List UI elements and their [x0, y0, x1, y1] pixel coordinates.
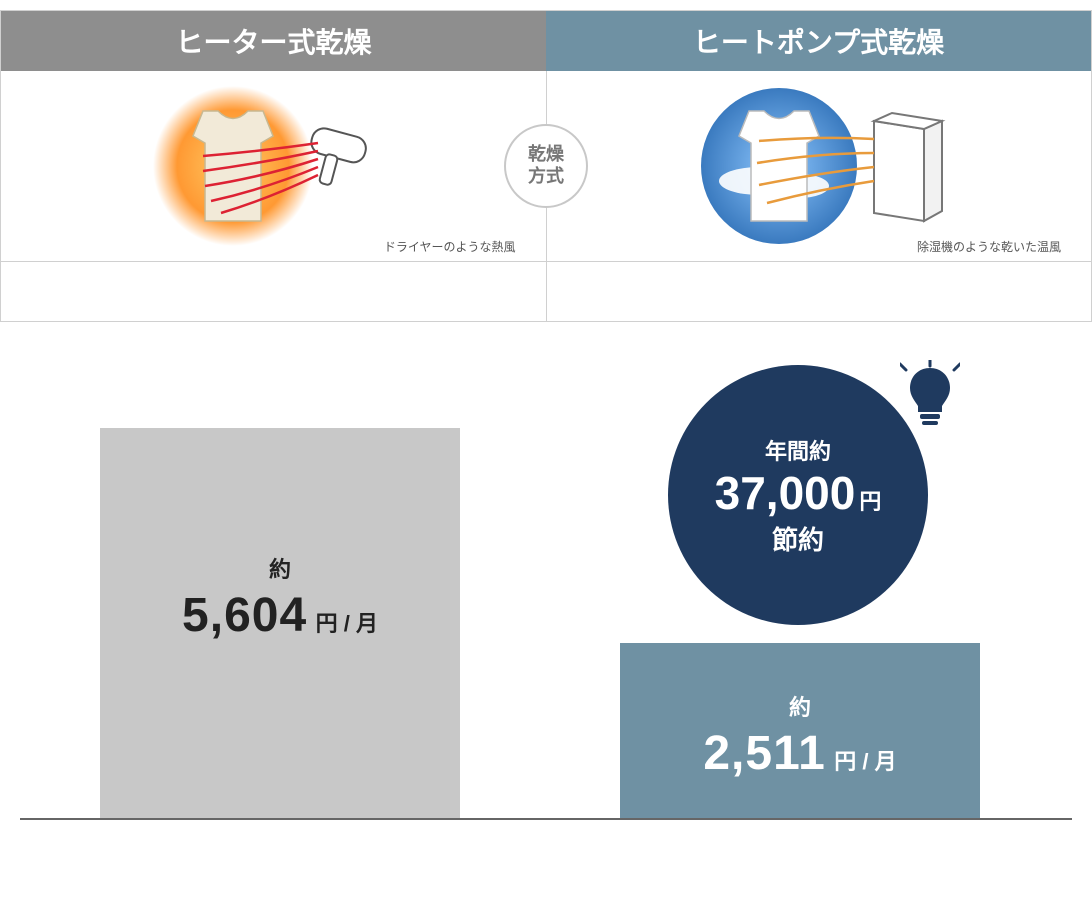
- bar-heater-approx: 約: [100, 552, 460, 584]
- illustration-heatpump: 除湿機のような乾いた温風: [547, 71, 1092, 261]
- heatpump-graphic: [639, 81, 999, 251]
- bar-heatpump-unit: 円 / 月: [834, 749, 896, 774]
- header-heater: ヒーター式乾燥: [1, 11, 546, 71]
- header-heatpump: ヒートポンプ式乾燥: [546, 11, 1091, 71]
- bar-heatpump-label: 約 2,511 円 / 月: [620, 690, 980, 781]
- desc-heatpump: [547, 261, 1092, 321]
- lightbulb-icon: [900, 360, 960, 435]
- savings-currency: 円: [859, 484, 881, 516]
- caption-heater: ドライヤーのような熱風: [384, 238, 516, 255]
- header-row: ヒーター式乾燥 ヒートポンプ式乾燥: [1, 11, 1091, 71]
- savings-amount-row: 37,000 円: [715, 466, 882, 520]
- illustration-row: ドライヤーのような熱風: [1, 71, 1091, 261]
- bar-heatpump-approx: 約: [620, 690, 980, 722]
- bar-heater: 約 5,604 円 / 月: [100, 428, 460, 818]
- bar-heatpump-value: 2,511: [703, 727, 825, 780]
- bar-heatpump: 約 2,511 円 / 月: [620, 643, 980, 818]
- savings-amount: 37,000: [715, 466, 856, 520]
- chart-baseline: [20, 818, 1072, 820]
- desc-heater: [1, 261, 547, 321]
- savings-line3: 節約: [772, 520, 824, 557]
- desc-row: [1, 261, 1091, 321]
- bar-heater-unit: 円 / 月: [316, 611, 378, 636]
- illustration-heater: ドライヤーのような熱風: [1, 71, 547, 261]
- savings-bubble: 年間約 37,000 円 節約: [668, 365, 928, 625]
- bar-heater-label: 約 5,604 円 / 月: [100, 552, 460, 643]
- savings-line1: 年間約: [765, 434, 831, 466]
- comparison-table: ヒーター式乾燥 ヒートポンプ式乾燥: [0, 10, 1092, 322]
- cost-chart: 約 5,604 円 / 月 約 2,511 円 / 月 年間約 37,000 円…: [0, 330, 1092, 870]
- caption-heatpump: 除湿機のような乾いた温風: [917, 238, 1061, 255]
- method-badge: 乾燥方式: [504, 124, 588, 208]
- bar-heater-value: 5,604: [182, 589, 307, 642]
- heater-graphic: [93, 81, 453, 251]
